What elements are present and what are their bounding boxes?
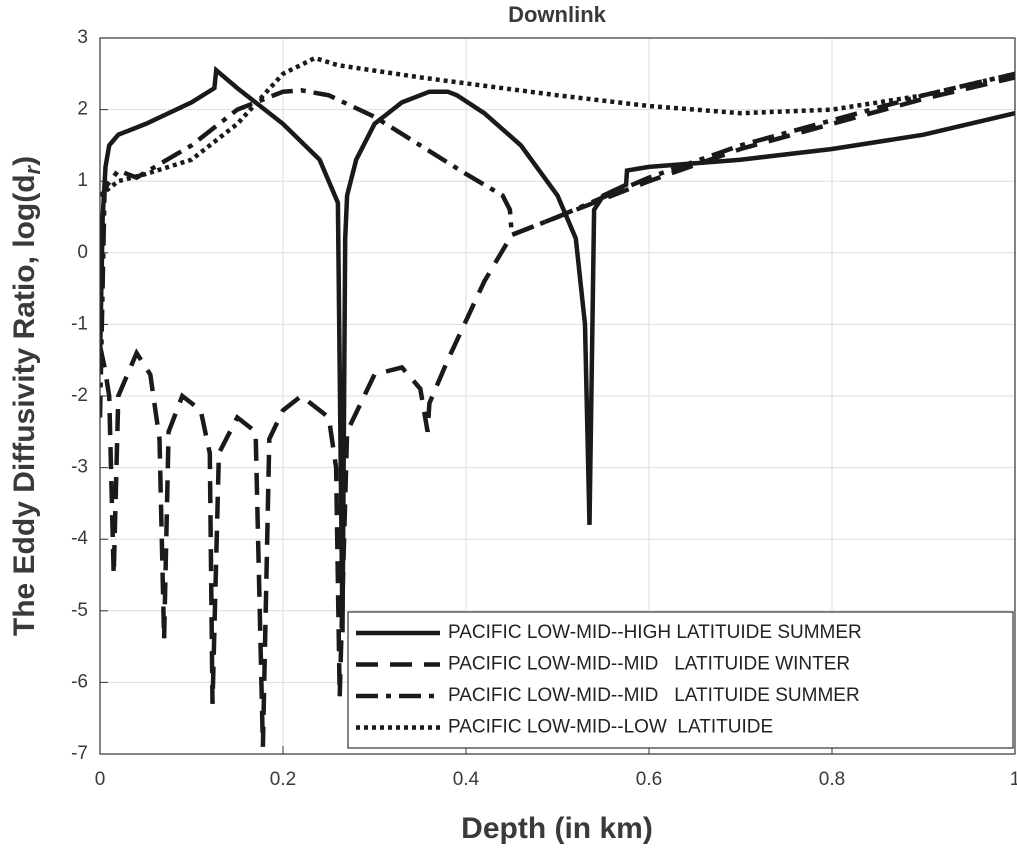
legend-box: [347, 611, 1014, 749]
y-tick-label: -1: [71, 313, 88, 334]
y-tick-label: -7: [71, 743, 88, 764]
series-line: [100, 65, 1015, 633]
y-label-text: The Eddy Diffusivity Ratio, log(d: [8, 174, 41, 636]
x-tick-label: 0.6: [636, 769, 662, 790]
x-tick-label: 0: [95, 769, 106, 790]
x-tick-label: 0.4: [453, 769, 480, 790]
y-label-suffix: ): [8, 156, 41, 166]
y-tick-label: -4: [71, 528, 88, 549]
y-tick-label: 0: [77, 242, 88, 263]
x-axis-label: Depth (in km): [461, 812, 653, 845]
y-tick-label: -2: [71, 385, 88, 406]
legend-label: PACIFIC LOW-MID--HIGH LATITUIDE SUMMER: [448, 622, 862, 643]
y-tick-label: -6: [71, 671, 88, 692]
x-tick-label: 1: [1010, 769, 1017, 790]
series-line: [100, 75, 1015, 747]
series-line: [100, 71, 1015, 418]
legend-label: PACIFIC LOW-MID--MID LATITUIDE SUMMER: [448, 685, 860, 706]
y-tick-label: -5: [71, 600, 88, 621]
plot-frame: [99, 37, 1016, 755]
y-axis-label: The Eddy Diffusivity Ratio, log(dr): [8, 156, 45, 636]
y-tick-label: 2: [77, 99, 88, 120]
y-tick-label: 1: [77, 170, 88, 191]
y-tick-label: 3: [77, 27, 88, 48]
series-line: [100, 55, 1015, 198]
legend-label: PACIFIC LOW-MID--MID LATITUIDE WINTER: [448, 654, 850, 675]
chart-title: Downlink: [508, 2, 607, 27]
x-tick-label: 0.2: [270, 769, 296, 790]
y-tick-label: -3: [71, 457, 88, 478]
legend-label: PACIFIC LOW-MID--LOW LATITUIDE: [448, 717, 773, 738]
x-tick-label: 0.8: [819, 769, 845, 790]
y-label-subscript: r: [20, 164, 45, 174]
